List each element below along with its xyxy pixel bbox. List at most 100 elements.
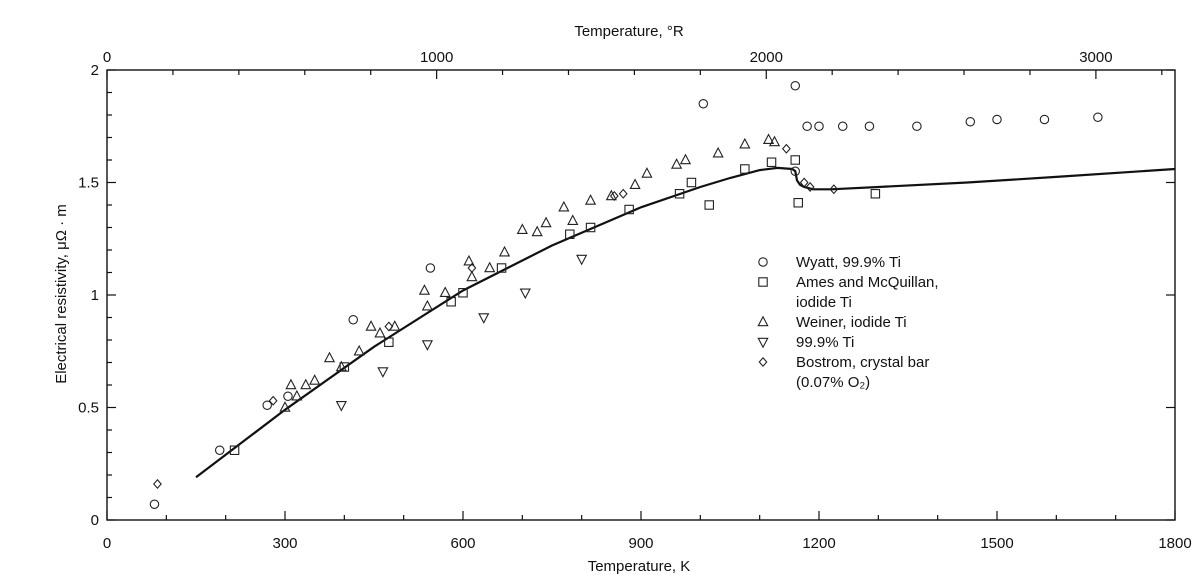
data-point-square <box>686 177 697 188</box>
data-point-square <box>565 229 575 240</box>
data-point-triangle-up <box>365 320 377 331</box>
data-point-triangle-up <box>739 137 751 149</box>
data-point-triangle-up <box>418 284 431 295</box>
legend-label: Weiner, iodide Ti <box>796 314 907 331</box>
data-point-triangle-up <box>629 178 641 189</box>
data-point-circle <box>790 166 801 177</box>
legend-label: iodide Ti <box>796 294 852 311</box>
data-point-triangle-up <box>353 344 365 356</box>
bottom-axis: Temperature, K 0 300 600 900 1200 1500 1800 <box>103 511 1192 575</box>
data-point-circle <box>1093 112 1103 123</box>
data-point-triangle-down <box>576 254 588 266</box>
data-point-triangle-up <box>605 189 617 201</box>
data-point-diamond <box>799 177 809 188</box>
x-tick-label: 600 <box>450 535 475 552</box>
legend-marker-square <box>758 277 768 287</box>
data-point-diamond <box>618 188 628 199</box>
data-point-circle <box>283 391 293 401</box>
legend-marker-diamond <box>758 356 768 368</box>
data-point-triangle-up <box>291 389 303 401</box>
data-point-triangle-up <box>712 146 724 158</box>
data-point-triangle-up <box>466 270 478 282</box>
x-tick-label: 1800 <box>1158 535 1191 552</box>
top-tick-label: 1000 <box>420 49 453 66</box>
data-point-triangle-up <box>516 223 528 234</box>
data-point-triangle-up <box>567 214 579 225</box>
data-point-triangle-up <box>300 378 312 390</box>
data-point-diamond <box>153 478 162 490</box>
data-point-triangle-up <box>679 153 692 165</box>
data-point-square <box>870 189 881 199</box>
data-point-diamond <box>781 143 791 154</box>
data-point-circle <box>262 400 272 410</box>
y-tick-label: 1 <box>91 287 99 304</box>
top-axis: Temperature, °R 0 1000 2000 3000 <box>103 23 1163 79</box>
data-point-circle <box>802 121 812 132</box>
data-point-triangle-up <box>323 351 336 363</box>
data-point-triangle-up <box>439 286 451 298</box>
data-point-circle <box>992 114 1002 125</box>
data-point-triangle-up <box>309 374 321 385</box>
data-point-diamond <box>805 181 815 193</box>
legend: Wyatt, 99.9% Ti Ames and McQuillan, iodide… <box>757 254 939 391</box>
legend-label: Bostrom, crystal bar <box>796 354 929 371</box>
x-tick-label: 1200 <box>802 535 835 552</box>
data-point-triangle-up <box>670 158 683 169</box>
data-point-square <box>446 296 456 307</box>
top-tick-label: 0 <box>103 49 111 66</box>
plot-frame <box>106 69 1176 521</box>
legend-marker-triangle-down <box>757 337 769 349</box>
data-point-circle <box>348 314 358 325</box>
x-tick-label: 1500 <box>980 535 1013 552</box>
top-tick-label: 3000 <box>1079 49 1112 66</box>
data-point-triangle-down <box>335 400 347 412</box>
data-point-triangle-up <box>484 261 496 273</box>
legend-marker-triangle-up <box>757 315 769 327</box>
data-point-circle <box>814 121 824 132</box>
data-point-square <box>674 189 685 199</box>
top-tick-label: 2000 <box>750 49 783 66</box>
data-point-square <box>704 200 714 210</box>
legend-label: (0.07% O₂) <box>796 374 870 391</box>
legend-label: 99.9% Ti <box>796 334 854 351</box>
data-point-triangle-down <box>377 367 389 378</box>
data-point-diamond <box>268 395 278 406</box>
data-point-circle <box>149 499 160 509</box>
data-point-square <box>793 198 803 208</box>
data-point-circle <box>698 99 709 109</box>
data-point-triangle-up <box>374 326 386 338</box>
points-layer <box>149 81 1103 509</box>
x-axis-title: Temperature, K <box>588 558 691 575</box>
data-point-square <box>740 164 750 174</box>
data-point-triangle-up <box>540 216 552 228</box>
data-point-triangle-up <box>768 135 781 147</box>
legend-marker-circle <box>758 257 768 267</box>
legend-label: Ames and McQuillan, <box>796 274 939 291</box>
data-point-diamond <box>609 190 619 202</box>
data-point-triangle-up <box>285 378 297 390</box>
legend-label: Wyatt, 99.9% Ti <box>796 254 901 271</box>
data-point-circle <box>837 121 848 132</box>
data-point-square <box>384 337 394 347</box>
data-point-triangle-up <box>463 254 475 266</box>
data-point-triangle-up <box>421 299 434 311</box>
y-tick-label: 2 <box>91 62 99 79</box>
data-point-square <box>624 204 634 215</box>
data-point-circle <box>425 263 436 273</box>
curve-layer <box>195 166 1176 479</box>
y-tick-label: 1.5 <box>78 175 99 192</box>
data-point-circle <box>790 81 801 91</box>
data-point-triangle-up <box>584 194 597 205</box>
data-point-triangle-up <box>498 245 511 257</box>
y-tick-label: 0.5 <box>78 400 99 417</box>
data-point-square <box>585 222 596 233</box>
data-point-triangle-up <box>335 360 347 372</box>
y-axis-title: Electrical resistivity, μΩ · m <box>53 204 70 384</box>
data-point-diamond <box>467 262 477 274</box>
data-point-square <box>790 155 801 165</box>
data-point-square <box>229 445 240 455</box>
data-point-triangle-up <box>641 167 653 178</box>
data-point-square <box>766 157 777 168</box>
data-point-triangle-up <box>558 200 570 212</box>
